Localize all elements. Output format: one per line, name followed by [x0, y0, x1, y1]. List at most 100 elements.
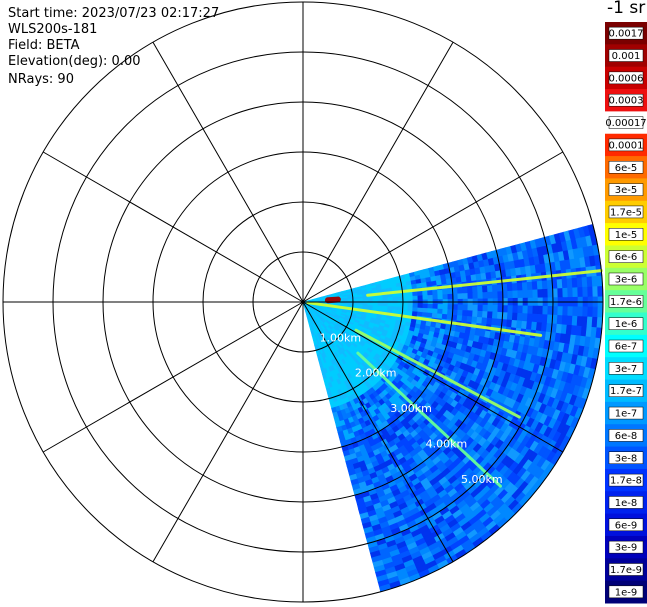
sector-cell — [491, 311, 499, 320]
sector-cell — [422, 307, 429, 314]
sector-cell — [397, 296, 404, 301]
sector-cell — [462, 304, 469, 311]
sector-cell — [476, 316, 483, 325]
colorbar-tick-box — [608, 362, 644, 375]
feature-streak — [354, 328, 521, 419]
sector-cell — [531, 281, 539, 291]
sector-cell — [507, 290, 514, 299]
sector-cell — [527, 289, 534, 299]
sector-cell — [582, 286, 589, 298]
sector-cell — [537, 289, 544, 299]
colorbar-tick-label: 0.0017 — [609, 29, 644, 40]
sector-cell — [447, 293, 454, 300]
sector-cell — [452, 304, 459, 311]
sector-cell — [526, 281, 534, 291]
sector-cell — [477, 304, 484, 312]
sector-cell — [536, 313, 544, 324]
sector-cell — [427, 303, 434, 310]
colorbar-tick-label: 6e-8 — [615, 431, 638, 442]
colorbar-tick-label: 3e-6 — [615, 274, 638, 285]
colorbar-tick-label: 1.7e-7 — [610, 386, 642, 397]
azimuth-spoke — [152, 301, 304, 563]
sector-cell — [472, 292, 479, 300]
sector-cell — [517, 305, 524, 314]
instrument-text: WLS200s-181 — [8, 22, 98, 37]
sector-cell — [462, 293, 469, 300]
sector-cell — [522, 305, 529, 315]
sector-cell — [402, 296, 409, 301]
feature-near-field-return — [324, 296, 341, 304]
sector-cell — [437, 308, 444, 315]
colorbar-tick-box — [608, 138, 644, 152]
sector-cell — [587, 286, 594, 298]
colorbar-tick-label: 6e-9 — [615, 520, 638, 531]
colorbar-tick-box — [608, 429, 644, 442]
sector-cell — [432, 289, 439, 296]
sector-cell — [442, 289, 449, 296]
colorbar-tick-box — [608, 205, 644, 219]
sector-cell — [572, 287, 579, 298]
colorbar-tick-box — [608, 49, 644, 62]
sector-cell — [476, 310, 484, 319]
sector-cell — [541, 280, 549, 290]
sector-cell — [471, 316, 478, 324]
sector-cell — [502, 305, 509, 314]
sector-cell — [417, 291, 424, 297]
sector-cell — [472, 286, 479, 294]
range-ring-label: 2.00km — [355, 367, 397, 380]
sector-cell — [566, 278, 573, 289]
sector-cell — [476, 285, 484, 294]
sector-cell — [582, 306, 589, 318]
sector-cell — [516, 312, 524, 322]
feature-streak — [366, 269, 603, 297]
colorbar-tick-box — [608, 93, 644, 107]
sector-cell — [457, 309, 464, 317]
sector-cell — [452, 293, 459, 300]
sector-cell — [506, 283, 514, 292]
colorbar-tick-label: 3e-9 — [615, 543, 638, 554]
sector-cell — [571, 277, 578, 289]
sector-cell — [507, 305, 514, 314]
sector-cell — [412, 295, 419, 301]
sector-cell — [492, 304, 499, 313]
colorbar-tick-box — [608, 496, 644, 509]
colorbar-tick-box — [608, 384, 644, 397]
sector-cell — [592, 306, 599, 318]
sector-cell — [486, 285, 494, 293]
sector-cell — [562, 306, 569, 317]
sector-cell — [526, 313, 534, 323]
sector-cell — [442, 304, 449, 310]
colorbar-tick-label: 0.0001 — [609, 140, 644, 151]
sector-cell — [577, 306, 584, 318]
colorbar-tick-box — [608, 272, 644, 286]
sector-cell — [552, 288, 559, 298]
ppi-chart: 1.00km 2.00km 3.00km 4.00km 5.00km — [2, 1, 604, 603]
colorbar-tick-label: 0.0003 — [609, 96, 644, 107]
sector-cell — [516, 282, 524, 292]
sector-cell — [522, 289, 529, 299]
colorbar-tick-box — [608, 317, 644, 330]
sector-cell — [547, 288, 554, 299]
sector-cell — [482, 291, 489, 300]
sector-cell — [412, 303, 419, 309]
azimuth-spoke — [152, 41, 304, 303]
sector-cell — [447, 288, 454, 295]
sector-cell — [541, 314, 549, 324]
sector-cell — [447, 309, 454, 316]
sector-cell — [556, 314, 563, 326]
colorbar-tick-label: 3e-5 — [615, 185, 638, 196]
sector-cell — [456, 315, 463, 322]
sector-cell — [447, 304, 454, 311]
azimuth-spoke — [302, 301, 454, 563]
colorbar-tick-label: 0.00017 — [605, 118, 646, 129]
sector-cell — [552, 306, 559, 316]
sector-cell — [511, 282, 519, 292]
sector-cell — [407, 295, 414, 301]
colorbar-tick-box — [608, 563, 644, 576]
sector-cell — [511, 312, 519, 322]
range-ring-label: 3.00km — [390, 402, 432, 415]
sector-cell — [542, 288, 549, 299]
colorbar-tick-box — [608, 26, 644, 40]
azimuth-spoke — [42, 301, 304, 453]
sector-cell — [571, 315, 578, 327]
